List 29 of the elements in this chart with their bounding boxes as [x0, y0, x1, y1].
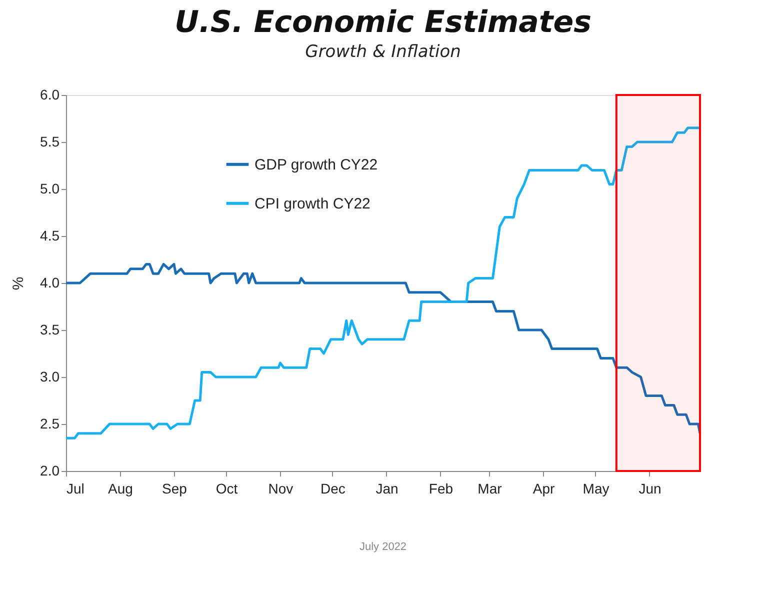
text: July 2022 [359, 541, 407, 553]
y-tick-label: 2.0 [40, 462, 60, 478]
y-axis-title: % [10, 276, 28, 290]
line-series [64, 262, 702, 435]
x-tick-label: Nov [268, 480, 294, 496]
x-tick-label: Jun [638, 480, 662, 496]
x-tick-label: Feb [428, 480, 454, 496]
y-tick-label: 2.5 [40, 416, 60, 432]
x-tick-label: Sep [162, 480, 188, 496]
y-tick-label: 4.0 [40, 274, 60, 290]
x-tick-label: Mar [478, 480, 502, 496]
x-tick-label: Oct [216, 480, 238, 496]
y-tick-label: 6.0 [40, 86, 60, 102]
x-tick-label: Dec [320, 480, 346, 496]
y-tick-label: 3.0 [40, 368, 60, 384]
chart-subtitle: Growth & Inflation [305, 42, 461, 62]
legend-label: CPI growth CY22 [254, 195, 370, 212]
x-tick-label: Aug [108, 480, 133, 496]
legend-label: GDP growth CY22 [254, 156, 378, 174]
x-tick-label: Apr [532, 480, 555, 496]
y-tick-label: 5.5 [40, 134, 60, 150]
chart-title: U.S. Economic Estimates [174, 5, 592, 40]
x-tick-label: Jan [376, 480, 398, 496]
x-tick-label: May [582, 480, 610, 496]
x-tick-label: Jul [66, 480, 84, 496]
y-tick-label: 3.5 [40, 322, 60, 338]
y-tick-label: 5.0 [40, 180, 60, 196]
y-tick-label: 4.5 [40, 228, 60, 244]
line-series [64, 126, 702, 440]
